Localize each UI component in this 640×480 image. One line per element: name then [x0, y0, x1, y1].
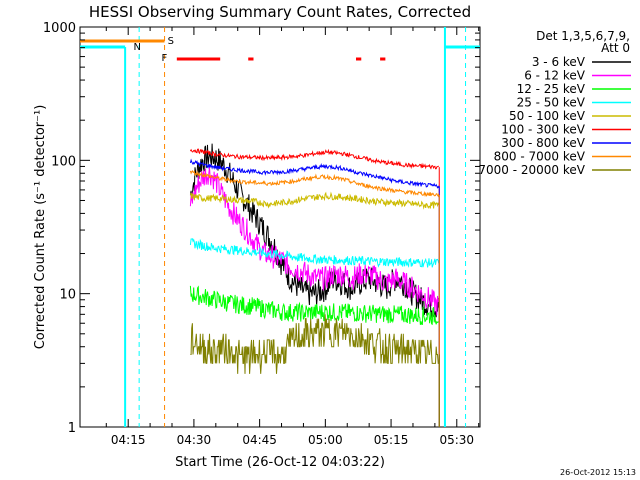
series-line-4	[189, 191, 440, 210]
legend-header: Det 1,3,5,6,7,9,	[536, 29, 630, 43]
x-tick-label: 05:00	[308, 433, 343, 447]
generation-timestamp: 26-Oct-2012 15:13	[560, 468, 636, 477]
series-layer	[189, 143, 440, 427]
series-line-3	[189, 238, 440, 268]
y-axis-label: Corrected Count Rate (s⁻¹ detector⁻¹)	[33, 105, 48, 350]
flare-flag-label: F	[161, 53, 167, 64]
series-line-0	[189, 143, 440, 318]
x-tick-label: 05:30	[439, 433, 474, 447]
x-tick-label: 05:15	[374, 433, 409, 447]
plot-frame	[79, 26, 481, 428]
legend-label: 3 - 6 keV	[532, 55, 586, 69]
night-flag-label: N	[133, 42, 140, 53]
series-line-1	[189, 166, 440, 316]
plot-area: N SF 04:15 04:30 04:45 05:00 05:15 05:30 1 10 100…	[43, 21, 481, 447]
legend-label: 12 - 25 keV	[517, 82, 586, 96]
x-tick-label: 04:45	[242, 433, 277, 447]
y-tick-label: 1000	[43, 21, 76, 36]
y-tick-label: 1	[68, 421, 76, 436]
x-tick-label: 04:15	[111, 433, 146, 447]
series-line-2	[189, 285, 439, 326]
x-axis-label: Start Time (26-Oct-12 04:03:22)	[175, 455, 385, 470]
legend-header-attenuator: Att 0	[601, 41, 630, 55]
series-line-5	[189, 148, 439, 170]
legend-label: 800 - 7000 keV	[494, 150, 586, 164]
legend-label: 100 - 300 keV	[501, 123, 585, 137]
y-tick-label: 100	[51, 154, 76, 169]
chart-title: HESSI Observing Summary Count Rates, Cor…	[89, 3, 471, 21]
series-line-7	[189, 169, 440, 198]
legend-label: 50 - 100 keV	[509, 109, 586, 123]
x-tick-label: 04:30	[177, 433, 212, 447]
series-line-8	[190, 314, 439, 374]
legend-label: 25 - 50 keV	[517, 96, 586, 110]
legend-label: 300 - 800 keV	[501, 136, 585, 150]
legend-label: 6 - 12 keV	[524, 69, 586, 83]
series-line-6	[189, 158, 440, 189]
legend-label: 7000 - 20000 keV	[478, 163, 585, 177]
y-tick-label: 10	[59, 288, 76, 303]
saa-flag-label: S	[168, 36, 174, 47]
axes-layer: 04:15 04:30 04:45 05:00 05:15 05:30 1 10 100 1000	[43, 21, 480, 447]
observing-flags: N SF	[80, 27, 480, 427]
